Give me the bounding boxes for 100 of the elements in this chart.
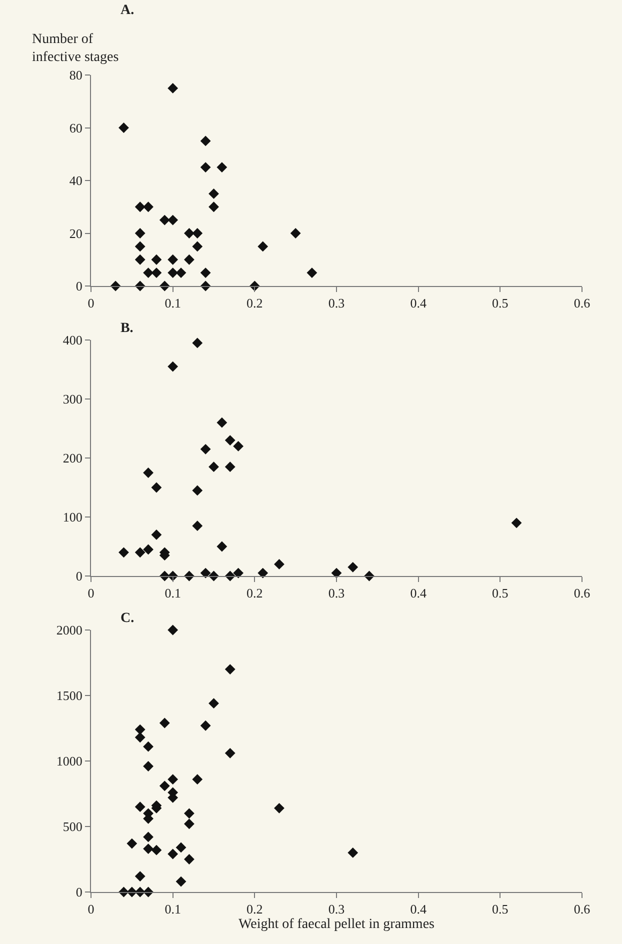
point (151, 482, 162, 493)
point (168, 848, 178, 860)
point (348, 562, 358, 572)
point (151, 530, 162, 540)
point (151, 254, 162, 265)
point (200, 162, 211, 173)
y-tick-label: 300 (62, 392, 82, 407)
point (159, 718, 170, 728)
y-tick-label: 200 (62, 450, 82, 466)
point (118, 547, 129, 558)
point (168, 268, 178, 278)
point (134, 202, 146, 212)
point (348, 848, 358, 858)
point (200, 444, 211, 454)
x-tick-label: 0.4 (410, 902, 427, 917)
x-tick-label: 0.2 (246, 296, 263, 311)
point (134, 547, 146, 558)
point (134, 732, 146, 743)
x-axis-title: Weight of faecal pellet in grammes (238, 916, 434, 932)
point (184, 854, 194, 864)
point (216, 162, 228, 173)
x-tick-label: 0.6 (574, 902, 591, 917)
y-tick-label: 40 (69, 173, 82, 188)
point (134, 241, 146, 252)
point (143, 761, 154, 772)
point (216, 541, 228, 552)
point (143, 268, 154, 278)
x-tick-label: 0.3 (328, 902, 345, 917)
point (143, 832, 154, 842)
point (143, 202, 154, 212)
point (224, 462, 236, 472)
x-tick-label: 0.5 (492, 586, 508, 601)
x-tick-label: 0.2 (246, 902, 263, 917)
point (168, 774, 178, 785)
y-tick-label: 20 (69, 226, 82, 241)
x-tick-label: 0 (88, 586, 94, 601)
y-tick-label: 1000 (56, 754, 82, 769)
point (159, 214, 170, 226)
point (134, 724, 146, 735)
point (208, 202, 219, 212)
point (233, 441, 244, 452)
point (118, 122, 129, 133)
point (200, 136, 211, 146)
point (151, 268, 162, 278)
point (224, 435, 236, 446)
point (306, 268, 318, 278)
point (126, 838, 138, 849)
y-tick-label: 0 (76, 278, 82, 294)
point (274, 802, 284, 814)
point (151, 844, 162, 856)
y-tick-label: 1500 (56, 688, 82, 704)
point (176, 268, 186, 278)
point (168, 82, 178, 94)
point (192, 520, 203, 532)
point (200, 720, 211, 731)
point (168, 214, 178, 226)
point (176, 876, 186, 887)
y-tick-label: 400 (62, 332, 82, 348)
point (192, 485, 203, 496)
point (134, 871, 146, 882)
point (331, 568, 342, 578)
point (143, 468, 154, 478)
chart-title: C. (120, 610, 134, 626)
point (192, 241, 203, 252)
point (274, 559, 284, 570)
point (192, 338, 203, 348)
point (224, 664, 236, 674)
chart-title: B. (120, 320, 134, 336)
point (134, 802, 146, 812)
point (143, 544, 154, 555)
y-tick-label: 0 (76, 568, 82, 584)
x-tick-label: 0.1 (164, 902, 181, 917)
point (200, 268, 211, 278)
x-tick-label: 0.5 (492, 902, 508, 917)
x-tick-label: 0.6 (574, 296, 591, 311)
point (134, 228, 146, 238)
x-tick-label: 0.1 (164, 296, 181, 311)
point (168, 624, 178, 636)
x-tick-label: 0.3 (328, 586, 345, 601)
x-tick-label: 0.4 (410, 586, 427, 601)
x-tick-label: 0.1 (164, 586, 181, 601)
point (192, 228, 203, 238)
point (192, 774, 203, 785)
point (159, 780, 170, 792)
point (216, 417, 228, 428)
point (184, 254, 194, 265)
y-tick-label: 0 (76, 884, 82, 900)
point (208, 698, 219, 709)
point (208, 462, 219, 472)
point (224, 748, 236, 758)
point (168, 361, 178, 372)
y-tick-label: 2000 (56, 622, 82, 638)
point (143, 844, 154, 854)
point (208, 188, 219, 199)
x-tick-label: 0.3 (328, 296, 345, 311)
y-tick-label: 80 (69, 68, 82, 83)
point (176, 842, 186, 853)
y-tick-label: 100 (62, 510, 82, 525)
point (258, 568, 268, 578)
point (200, 568, 211, 578)
